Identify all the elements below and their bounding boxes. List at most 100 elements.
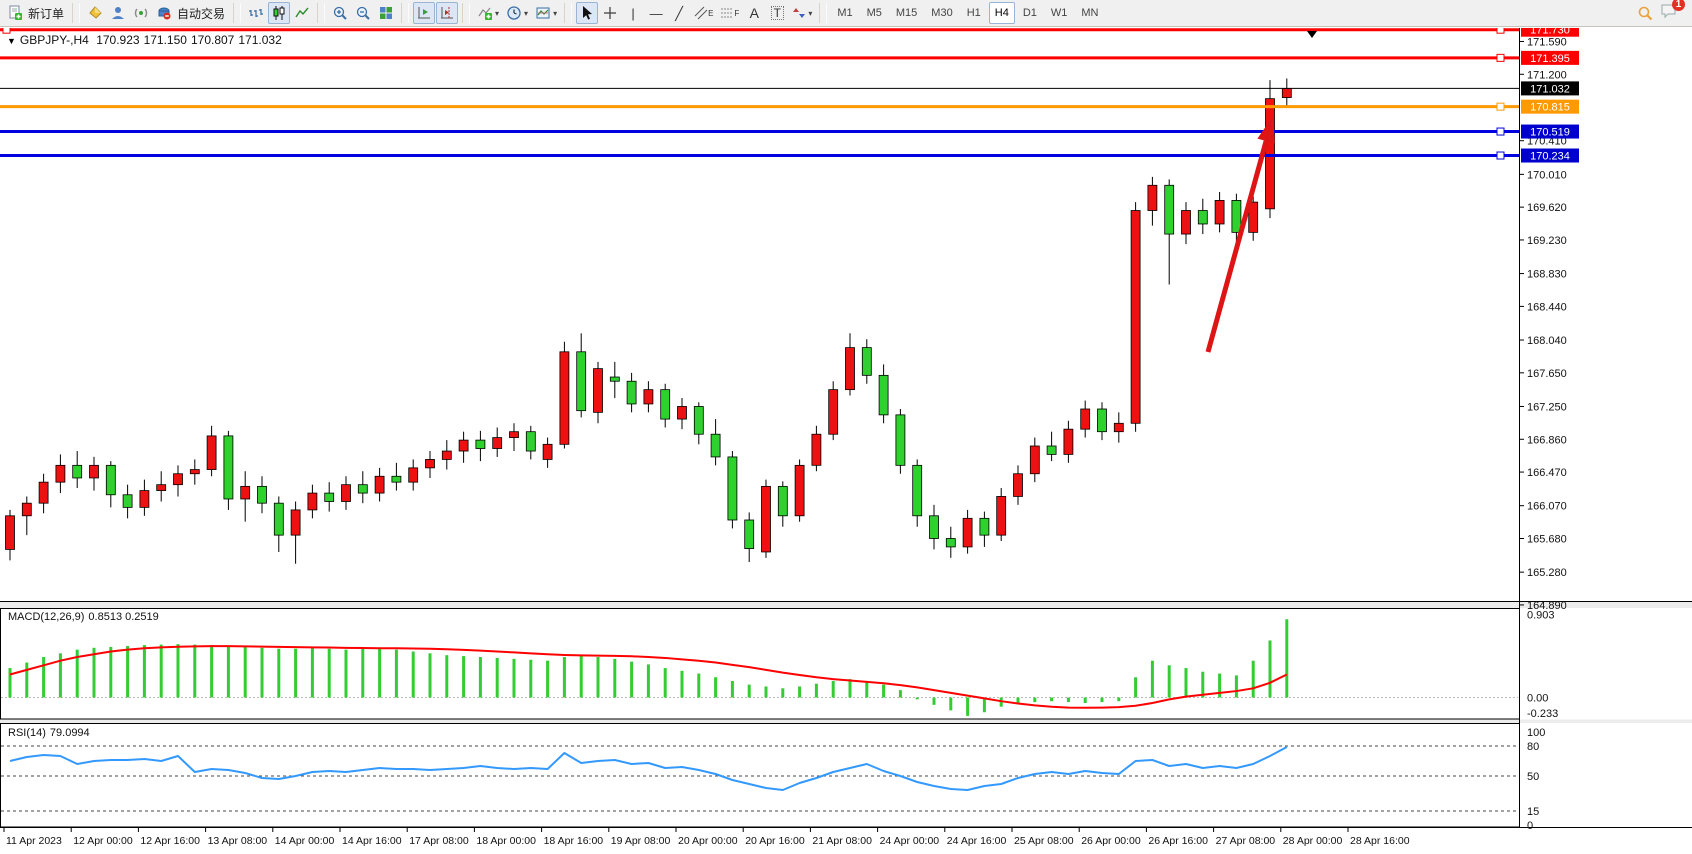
- timeframe-m1-button[interactable]: M1: [837, 7, 853, 19]
- toolbar-separator: [401, 3, 410, 23]
- candle-body: [72, 464, 83, 479]
- candle-body: [1013, 473, 1023, 497]
- panel-splitter[interactable]: [0, 719, 1692, 724]
- text-tool-button[interactable]: A: [743, 2, 765, 24]
- text-label-tool-button[interactable]: T: [766, 2, 788, 24]
- candle-body: [727, 456, 738, 521]
- candle-body: [945, 538, 956, 548]
- price-tick-label: 168.440: [1527, 301, 1567, 313]
- candle-body: [710, 433, 721, 458]
- timeframe-mn-button[interactable]: MN: [1081, 7, 1099, 19]
- line-chart-button[interactable]: [291, 2, 313, 24]
- timeframe-h4-button[interactable]: H4: [988, 2, 1015, 24]
- tile-windows-button[interactable]: [375, 2, 397, 24]
- toolbar-separator: [317, 3, 326, 23]
- timeframe-d1-button[interactable]: D1: [1022, 7, 1037, 19]
- templates-button[interactable]: ▾: [532, 2, 560, 24]
- panel-splitter[interactable]: [0, 602, 1692, 608]
- line-handle[interactable]: [1496, 28, 1505, 34]
- new-order-label[interactable]: 新订单: [28, 6, 65, 21]
- line-handle[interactable]: [1496, 151, 1505, 160]
- chart-canvas[interactable]: 171.590 171.200 170.410 170.010 169.620 169.2…: [0, 28, 1692, 854]
- horizontal-line-tool-button[interactable]: —: [645, 2, 667, 24]
- time-tick-label: 28 Apr 16:00: [1350, 835, 1410, 847]
- new-order-button[interactable]: [4, 2, 26, 24]
- trend-arrow-head[interactable]: [1257, 116, 1275, 144]
- candle-body: [492, 437, 503, 449]
- styler-button[interactable]: [84, 2, 106, 24]
- price-tick-label: 166.070: [1527, 501, 1567, 513]
- notifications-button[interactable]: 1: [1660, 0, 1685, 24]
- candle-body: [240, 485, 251, 500]
- autotrade-button[interactable]: [153, 2, 175, 24]
- time-tick-label: 28 Apr 00:00: [1283, 835, 1343, 847]
- search-icon[interactable]: [1637, 5, 1654, 22]
- profile-button[interactable]: [107, 2, 129, 24]
- fibonacci-tool-button[interactable]: F: [717, 2, 742, 24]
- toolbar-right: 1: [1637, 0, 1688, 24]
- indicators-button[interactable]: ▾: [474, 2, 502, 24]
- price-tick-label: 165.280: [1527, 567, 1567, 579]
- timeframe-group: M1 M5 M15 M30 H1 H4 D1 W1 MN: [831, 2, 1104, 24]
- new-order-icon: [9, 5, 22, 20]
- price-tick-label: 168.830: [1527, 269, 1567, 281]
- timeframe-w1-button[interactable]: W1: [1050, 7, 1068, 19]
- candle-body: [139, 490, 150, 508]
- price-tick-label: 164.890: [1527, 600, 1567, 612]
- line-handle[interactable]: [1496, 127, 1505, 136]
- rsi-axis-label: 100: [1527, 727, 1545, 739]
- price-badge: [1521, 81, 1579, 96]
- candle-body: [89, 464, 99, 479]
- timeframe-h1-button[interactable]: H1: [966, 7, 981, 19]
- line-handle[interactable]: [1496, 53, 1505, 62]
- candle-body: [425, 459, 435, 469]
- time-tick-label: 12 Apr 00:00: [73, 835, 133, 847]
- triangle-marker[interactable]: [1307, 31, 1317, 38]
- price-tick-label: 167.250: [1527, 401, 1567, 413]
- chart-shift-icon: [441, 7, 454, 19]
- price-badge-label: 171.730: [1530, 28, 1570, 37]
- channel-tool-button[interactable]: E: [691, 2, 716, 24]
- trend-arrow[interactable]: [1205, 140, 1269, 353]
- tile-windows-icon: [380, 7, 393, 19]
- candle-body: [542, 443, 553, 460]
- time-tick-label: 11 Apr 2023: [6, 835, 62, 847]
- candlestick-chart-button[interactable]: [268, 2, 291, 24]
- auto-scroll-button[interactable]: [413, 2, 436, 24]
- arrows-tool-button[interactable]: ▾: [789, 2, 815, 24]
- trendline-tool-button[interactable]: ╱: [668, 2, 690, 24]
- line-handle[interactable]: [1496, 102, 1505, 111]
- candle-body: [509, 431, 519, 438]
- candle-body: [660, 389, 671, 420]
- autotrade-icon: [158, 7, 171, 20]
- line-handle[interactable]: [2, 28, 11, 34]
- candle-body: [794, 464, 805, 517]
- signals-button[interactable]: [130, 2, 152, 24]
- bar-chart-button[interactable]: [245, 2, 267, 24]
- price-badge-label: 171.032: [1530, 83, 1570, 95]
- candle-body: [1197, 210, 1208, 225]
- time-tick-label: 18 Apr 00:00: [476, 835, 536, 847]
- price-badge: [1521, 28, 1579, 37]
- candle-body: [374, 475, 385, 494]
- toolbar-separator: [72, 3, 81, 23]
- timeframe-m15-button[interactable]: M15: [895, 7, 918, 19]
- periods-button[interactable]: ▾: [503, 2, 531, 24]
- trendline-icon: ╱: [675, 5, 683, 21]
- chart-shift-button[interactable]: [436, 2, 459, 24]
- time-tick-label: 25 Apr 08:00: [1014, 835, 1074, 847]
- timeframe-m30-button[interactable]: M30: [931, 7, 953, 19]
- macd-signal-line: [9, 645, 1288, 709]
- candle-body: [878, 374, 889, 416]
- zoom-in-button[interactable]: [329, 2, 351, 24]
- chevron-down-icon: ▾: [495, 8, 500, 18]
- zoom-out-button[interactable]: [352, 2, 374, 24]
- candle-body: [609, 376, 620, 382]
- vertical-line-tool-button[interactable]: |: [622, 2, 644, 24]
- timeframe-m5-button[interactable]: M5: [866, 7, 882, 19]
- crosshair-tool-button[interactable]: [599, 2, 621, 24]
- cursor-tool-button[interactable]: [576, 2, 599, 24]
- horizontal-line-icon: —: [649, 5, 663, 21]
- autotrade-label[interactable]: 自动交易: [177, 6, 226, 21]
- person-icon: [112, 7, 125, 19]
